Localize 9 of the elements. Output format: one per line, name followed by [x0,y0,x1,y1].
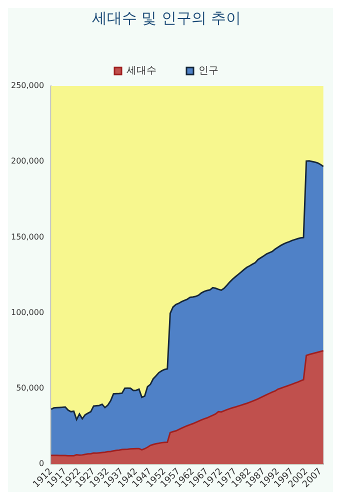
y-tick-label: 50,000 [16,384,44,393]
y-tick-label: 0 [38,459,44,468]
chart-title: 세대수 및 인구의 추이 [92,8,242,27]
legend-label: 인구 [198,66,218,77]
y-tick-label: 250,000 [10,81,44,90]
y-tick-label: 150,000 [10,232,44,242]
legend-label: 세대수 [126,66,156,77]
y-tick-label: 100,000 [10,308,44,317]
y-tick-label: 200,000 [10,156,44,166]
